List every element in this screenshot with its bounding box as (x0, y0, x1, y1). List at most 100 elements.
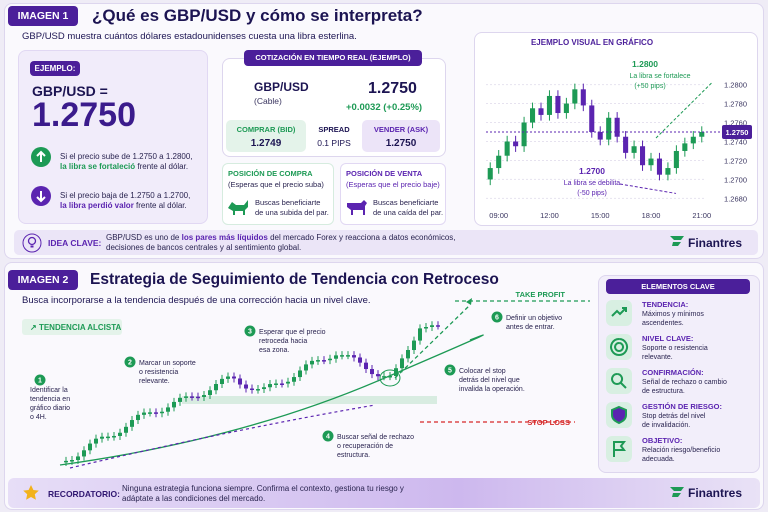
sell-card (340, 163, 446, 225)
buy-line: Buscas beneficiarte (255, 198, 321, 207)
step-number: 5 (448, 368, 452, 375)
diagram-candle (238, 378, 242, 385)
key-idea-highlight: los pares más líquidos (181, 233, 268, 242)
trend-tag-box (22, 319, 122, 335)
stop-loss: STOP LOSS (527, 418, 570, 427)
diagram-candle (418, 328, 422, 341)
key-idea-label: IDEA CLAVE: (48, 238, 102, 248)
down-rest: frente al dólar. (136, 201, 187, 210)
spread: 0.1 PIPS (317, 138, 351, 148)
candle-body (521, 122, 527, 147)
example-pair: GBP/USD = (32, 83, 108, 99)
candle-body (487, 168, 493, 180)
element-title: GESTIÓN DE RIESGO: (642, 402, 723, 411)
current-price-label: 1.2750 (726, 128, 749, 137)
low-note-label: 1.2700 (579, 166, 605, 176)
element-icon (606, 368, 632, 394)
step-text: Colocar el stop (459, 368, 506, 375)
diagram-candle (64, 460, 68, 463)
example-tag: EJEMPLO: (30, 61, 80, 76)
step-text: Marcar un soporte (139, 360, 196, 367)
diagram-candle (436, 325, 440, 327)
diagram-candle (130, 420, 134, 427)
diagram-candle (220, 378, 224, 385)
y-tick-label: 1.2760 (724, 119, 747, 128)
candle-body (690, 136, 696, 144)
key-idea-bar (14, 230, 758, 255)
candle-body (614, 117, 620, 137)
step-badge (244, 325, 256, 337)
diagram-candle (292, 377, 296, 382)
element-text: de estructura. (642, 388, 685, 395)
chart-title: EJEMPLO VISUAL EN GRÁFICO (531, 38, 653, 47)
x-tick-label: 21:00 (692, 211, 711, 220)
bid: 1.2749 (250, 138, 282, 149)
element-icon (606, 436, 632, 462)
diagram-candle (178, 397, 182, 402)
diagram-candle (298, 370, 302, 378)
candle-body (648, 158, 654, 166)
candle-body (597, 132, 603, 140)
quote-header: COTIZACIÓN EN TIEMPO REAL (EJEMPLO) (244, 50, 422, 66)
buy-card (222, 163, 334, 225)
element-text: Máximos y mínimos (642, 311, 704, 318)
element-glyph-path (611, 307, 627, 317)
reminder-line: Ninguna estrategia funciona siempre. Con… (122, 484, 404, 493)
element-text: de invalidación. (642, 422, 691, 429)
diagram-candle (166, 407, 170, 412)
diagram-candle (262, 387, 266, 390)
y-tick-label: 1.2740 (724, 137, 747, 146)
quote-change: +0.0032 (+0.25%) (346, 102, 423, 113)
element-text: Soporte o resistencia (642, 345, 708, 352)
key-idea-pre: GBP/USD es uno de (106, 233, 180, 242)
quote-price: 1.2750 (368, 80, 417, 97)
step-text: Buscar señal de rechazo (337, 434, 414, 441)
diagram-candle (100, 436, 104, 439)
diagram-candle (250, 388, 254, 391)
step-text: detrás del nivel que (459, 377, 520, 384)
step-text: Identificar la (30, 387, 68, 394)
diagram-candle (76, 456, 80, 461)
element-icon (606, 300, 632, 326)
reminder-text: Ninguna estrategia funciona siempre. Con… (122, 484, 404, 504)
diagram-candle (256, 389, 260, 391)
candle-body (640, 146, 646, 166)
trend-tag-text: TENDENCIA ALCISTA (38, 323, 122, 332)
step-badge (491, 311, 503, 323)
diagram-candle (154, 412, 158, 414)
candle-body (496, 155, 502, 169)
element-title: TENDENCIA: (642, 300, 689, 309)
x-tick-label: 12:00 (540, 211, 559, 220)
element-glyph-path (611, 405, 627, 425)
diagram-candle (304, 364, 308, 371)
diagram-candle (310, 360, 314, 365)
diagram-candle (352, 355, 356, 358)
step-text: Esperar que el precio (259, 329, 326, 336)
diagram-candle (382, 376, 386, 378)
diagram-candle (190, 396, 194, 398)
section-title: ¿Qué es GBP/USD y cómo se interpreta? (92, 6, 423, 25)
diagram-candle (346, 355, 350, 357)
bull-icon (228, 200, 248, 215)
diagram-candle (328, 358, 332, 361)
candle-body (530, 108, 536, 123)
diagram-candle (334, 355, 338, 359)
diagram-candle (160, 411, 164, 414)
diagram-candle (184, 396, 188, 398)
candle-body (623, 136, 629, 153)
up-text: Si el precio sube de 1.2750 a 1.2800, la… (60, 152, 193, 172)
step-text: retroceda hacia (259, 338, 307, 345)
section-subtitle: GBP/USD muestra cuántos dólares estadoun… (22, 31, 357, 42)
diagram-candle (400, 358, 404, 369)
step-text: Definir un objetivo (506, 315, 562, 322)
element-glyph-path (611, 373, 627, 389)
step-text: esa zona. (259, 347, 289, 354)
step-text: antes de entrar. (506, 324, 555, 331)
step-text: relevante. (139, 378, 170, 385)
bulb-icon (22, 233, 42, 253)
element-text: Stop detrás del nivel (642, 413, 706, 420)
candle-body (546, 95, 552, 115)
element-glyph (611, 307, 627, 317)
diagram-candle (106, 436, 110, 439)
element-glyph-path (613, 441, 626, 457)
